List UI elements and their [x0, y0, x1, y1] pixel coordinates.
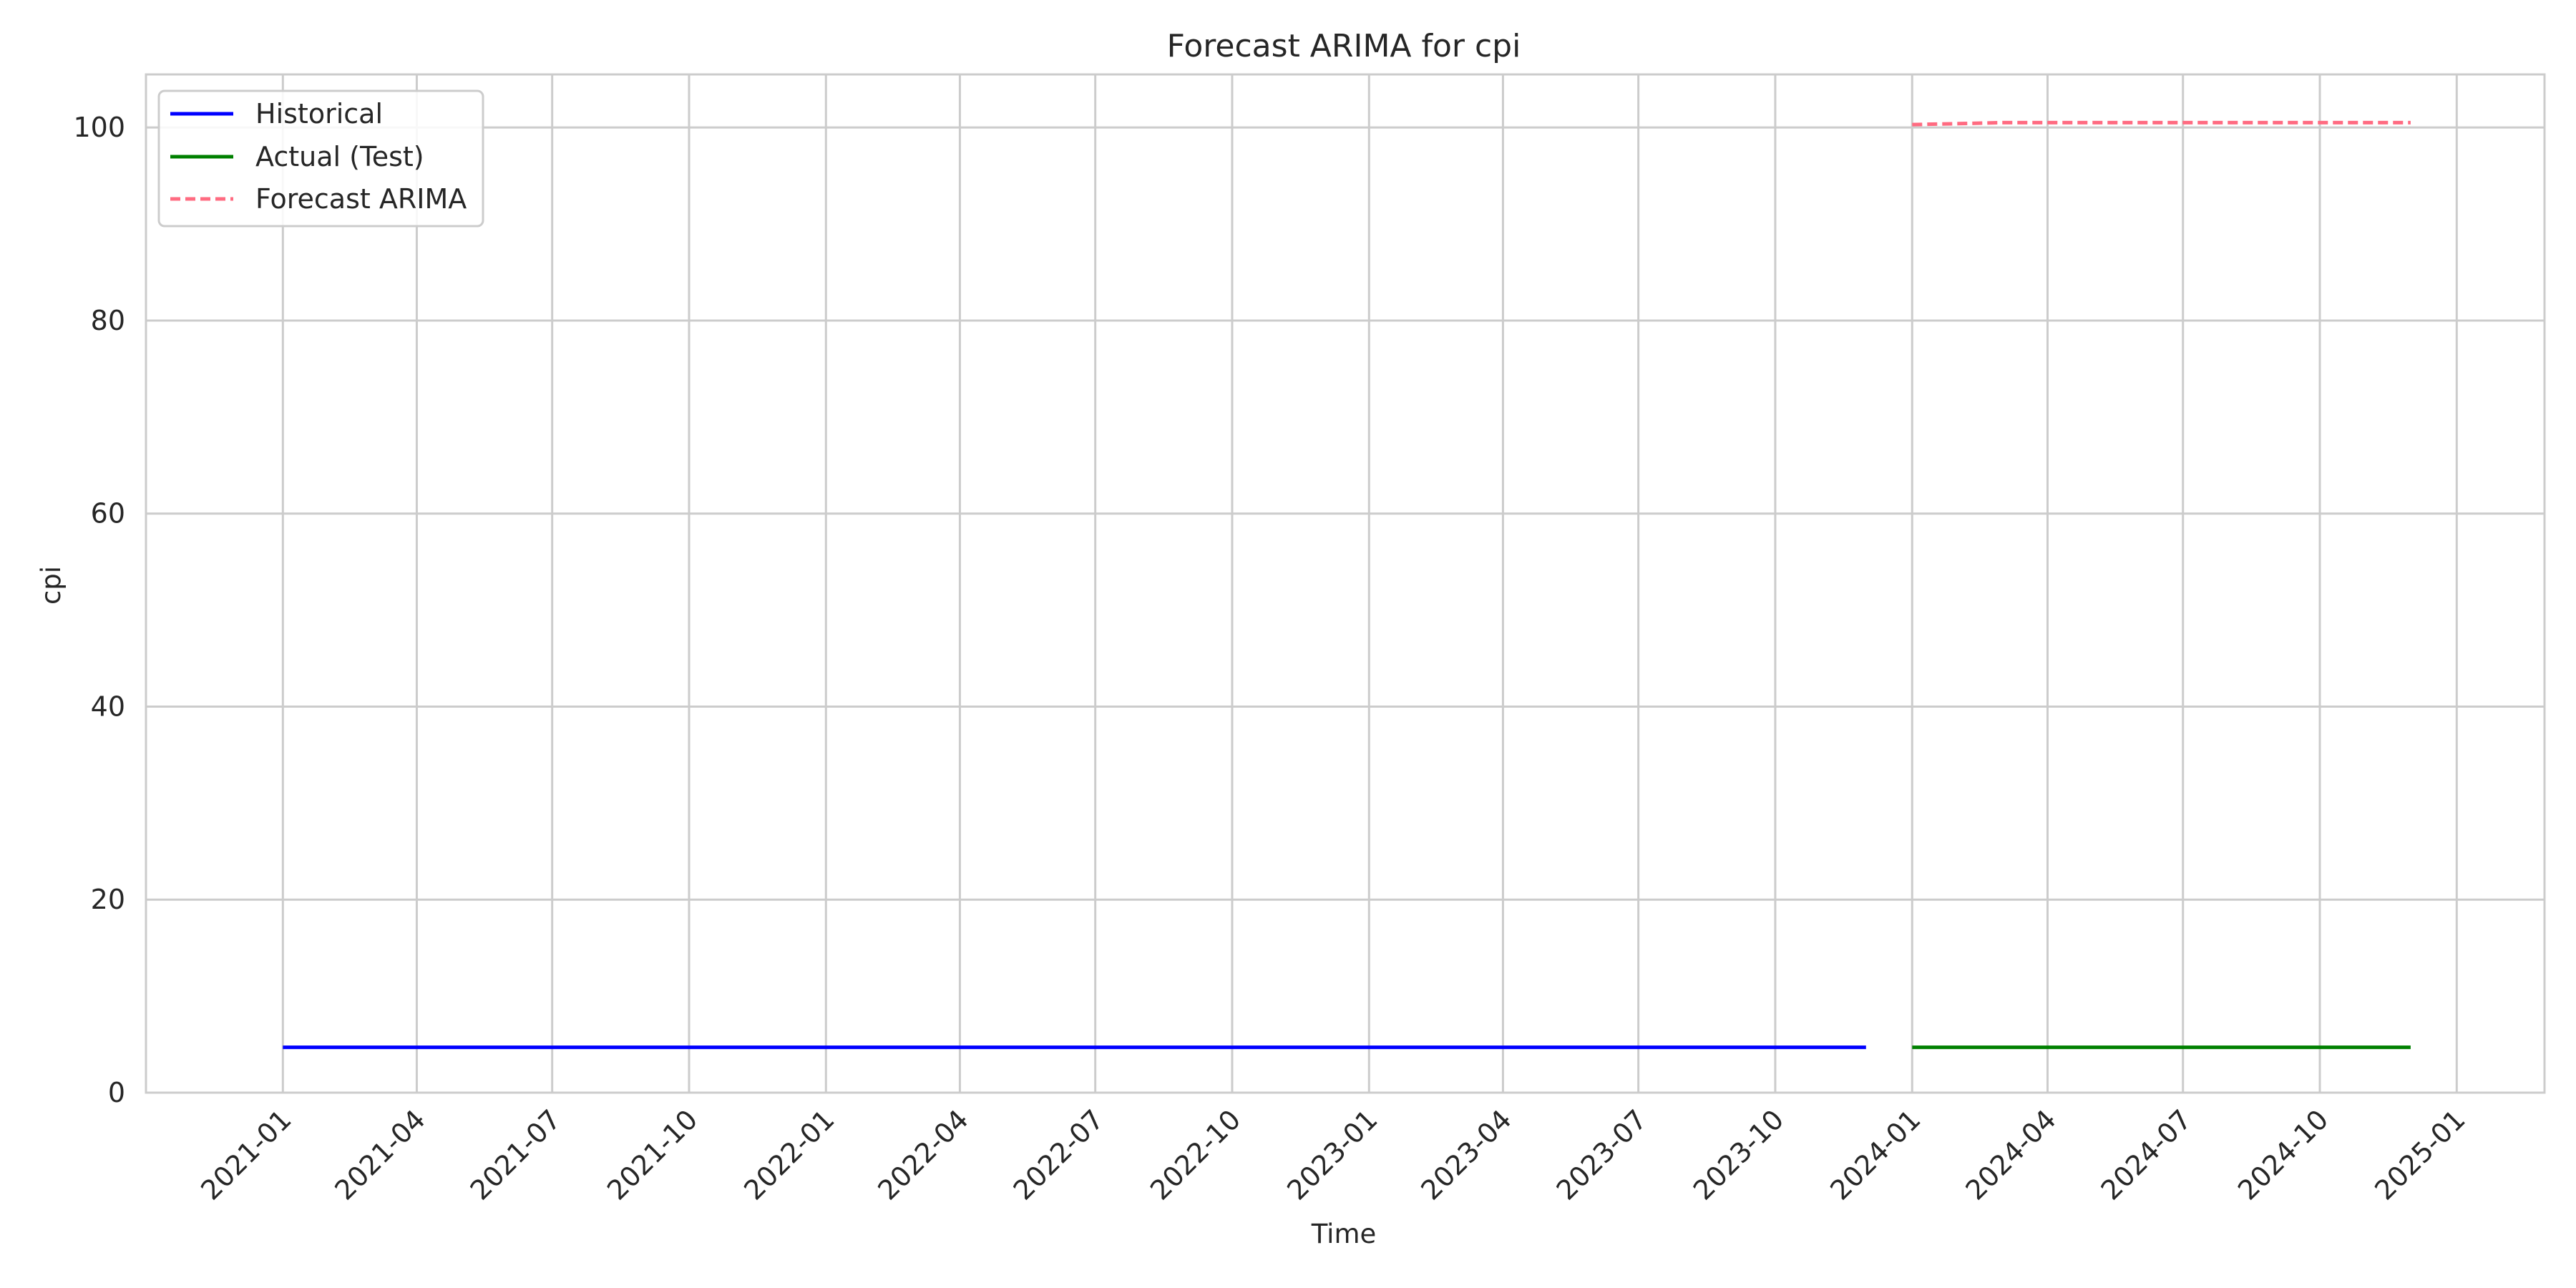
series-lines [283, 120, 2411, 1050]
y-tick-label: 40 [91, 691, 125, 722]
legend-box [157, 89, 484, 228]
y-tick-label: 20 [91, 884, 125, 915]
y-tick-label: 80 [91, 305, 125, 336]
y-tick-label: 60 [91, 498, 125, 530]
y-axis-label: cpi [36, 566, 67, 605]
x-axis-label: Time [1311, 1219, 1377, 1249]
grid [146, 74, 2545, 1094]
y-tick-label: 0 [108, 1077, 125, 1108]
y-tick-labels: 0 20 40 60 80 100 [73, 112, 125, 1108]
series-line-forecast-arima [1912, 120, 2411, 127]
legend: Historical Actual (Test) Forecast ARIMA [157, 89, 484, 228]
y-tick-label: 100 [73, 112, 125, 143]
legend-label-forecast-arima: Forecast ARIMA [255, 183, 467, 215]
legend-label-actual-test: Actual (Test) [255, 141, 424, 172]
legend-label-historical: Historical [255, 98, 383, 130]
chart-title: Forecast ARIMA for cpi [1167, 28, 1521, 64]
plot-area-frame [145, 73, 2546, 1094]
